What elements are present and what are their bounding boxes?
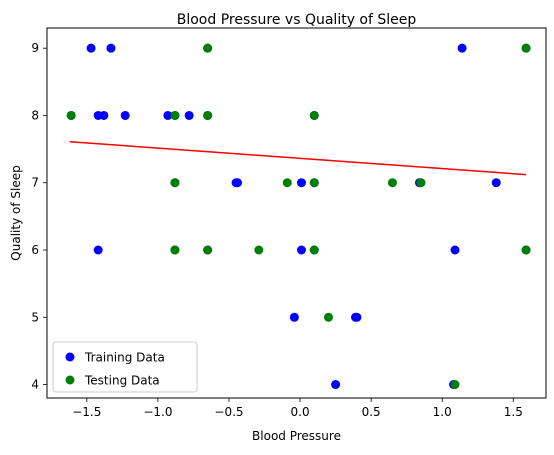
data-point (203, 43, 213, 53)
regression-line (69, 140, 527, 176)
data-point (521, 245, 531, 255)
data-point (309, 110, 319, 120)
x-tick-label: −0.5 (214, 405, 243, 419)
data-point (66, 110, 76, 120)
series-testing-data (66, 43, 531, 390)
data-point (416, 178, 426, 188)
data-point (309, 178, 319, 188)
data-point (93, 245, 103, 255)
data-point (352, 312, 362, 322)
data-point (170, 245, 180, 255)
data-point (296, 245, 306, 255)
data-point (203, 245, 213, 255)
data-point (331, 380, 341, 390)
data-point (296, 178, 306, 188)
data-point (309, 245, 319, 255)
data-point (457, 43, 467, 53)
data-point (450, 380, 460, 390)
x-tick-label: 1.0 (433, 405, 452, 419)
y-tick-label: 6 (31, 243, 39, 257)
data-point (254, 245, 264, 255)
y-axis-label: Quality of Sleep (9, 165, 23, 260)
data-point (323, 312, 333, 322)
x-tick-label: 1.5 (504, 405, 523, 419)
legend-label-testing: Testing Data (84, 374, 160, 388)
data-point (184, 110, 194, 120)
data-point (521, 43, 531, 53)
data-point (282, 178, 292, 188)
legend-marker-testing (65, 375, 75, 385)
x-axis-label: Blood Pressure (252, 429, 341, 443)
y-tick-label: 9 (31, 41, 39, 55)
chart-title: Blood Pressure vs Quality of Sleep (177, 12, 417, 28)
x-axis: −1.5 −1.0 −0.5 0.0 0.5 1.0 1.5 (72, 398, 523, 419)
x-tick-label: −1.0 (143, 405, 172, 419)
data-point (170, 178, 180, 188)
data-point (86, 43, 96, 53)
x-tick-label: 0.0 (291, 405, 310, 419)
legend-label-training: Training Data (84, 351, 165, 365)
series-training-data (66, 43, 531, 390)
data-point (233, 178, 243, 188)
data-point (106, 43, 116, 53)
data-point (163, 110, 173, 120)
y-tick-label: 5 (31, 310, 39, 324)
legend-box (52, 341, 198, 393)
plot-area (66, 43, 531, 390)
data-point (170, 110, 180, 120)
legend-marker-training (65, 352, 75, 362)
y-axis: 4 5 6 7 8 9 (31, 41, 47, 392)
data-point (387, 178, 397, 188)
y-tick-label: 8 (31, 108, 39, 122)
data-point (289, 312, 299, 322)
x-tick-label: 0.5 (362, 405, 381, 419)
legend: Training Data Testing Data (52, 341, 198, 393)
y-tick-label: 7 (31, 176, 39, 190)
data-point (99, 110, 109, 120)
data-point (450, 245, 460, 255)
x-tick-label: −1.5 (72, 405, 101, 419)
axes-frame (46, 27, 547, 399)
data-point (491, 178, 501, 188)
y-tick-label: 4 (31, 378, 39, 392)
data-point (203, 110, 213, 120)
data-point (120, 110, 130, 120)
